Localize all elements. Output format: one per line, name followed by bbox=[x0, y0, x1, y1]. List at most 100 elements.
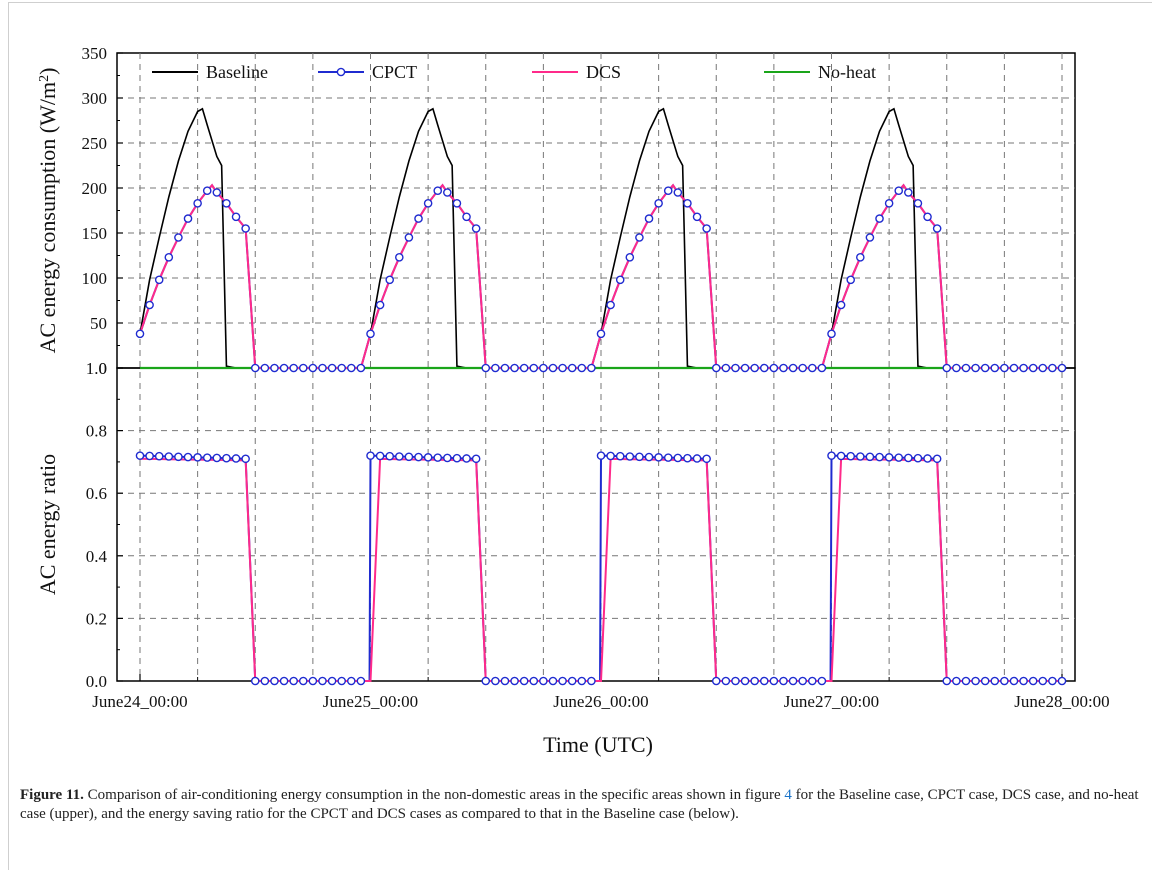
cpct-ratio-point bbox=[692, 454, 702, 463]
cpct-point bbox=[894, 186, 904, 195]
cpct-ratio-point bbox=[913, 453, 923, 463]
cpct-point bbox=[1000, 363, 1009, 373]
cpct-ratio-point bbox=[481, 676, 491, 686]
cpct-ratio-point bbox=[395, 452, 404, 461]
cpct-point bbox=[596, 329, 606, 339]
cpct-ratio-point bbox=[817, 676, 827, 686]
cpct-point bbox=[952, 363, 961, 373]
cpct-ratio-point bbox=[577, 676, 587, 686]
cpct-ratio-point bbox=[270, 676, 279, 686]
cpct-point bbox=[212, 188, 222, 197]
cpct-ratio-point bbox=[539, 676, 548, 686]
cpct-ratio-point bbox=[500, 676, 510, 686]
cpct-ratio-point bbox=[904, 453, 913, 463]
cpct-ratio-point bbox=[135, 451, 145, 460]
cpct-point bbox=[260, 363, 270, 373]
cpct-point bbox=[587, 363, 596, 373]
cpct-point bbox=[327, 363, 337, 373]
cpct-ratio-point bbox=[1038, 676, 1048, 686]
cpct-point bbox=[865, 233, 875, 242]
cpct-ratio-point bbox=[750, 676, 759, 686]
cpct-ratio-point bbox=[433, 453, 443, 462]
chart-canvas: 0 50 100 150 200 250 300 350 0.0 0.2 0.4 0.6 0.8 1.0 J… bbox=[35, 44, 1110, 757]
cpct-point bbox=[423, 198, 433, 208]
cpct-point bbox=[510, 363, 519, 373]
cpct-ratio-point bbox=[731, 676, 740, 686]
cpct-point bbox=[721, 363, 731, 373]
cpct-point bbox=[807, 363, 817, 373]
cpct-ratio-point bbox=[260, 676, 270, 686]
cpct-ratio-point bbox=[702, 454, 711, 464]
cpct-point bbox=[346, 363, 356, 373]
cpct-point bbox=[913, 198, 923, 208]
cpct-point bbox=[971, 363, 980, 373]
y-tick-label: 0 bbox=[99, 359, 108, 378]
cpct-point bbox=[375, 300, 385, 310]
cpct-ratio-point bbox=[971, 676, 980, 686]
cpct-point bbox=[798, 363, 807, 373]
cpct-point bbox=[279, 363, 289, 373]
x-tick-label: June24_00:00 bbox=[92, 692, 187, 711]
cpct-point bbox=[308, 363, 318, 373]
cpct-ratio-point bbox=[452, 453, 462, 463]
cpct-point bbox=[923, 212, 932, 222]
cpct-ratio-point bbox=[625, 452, 635, 461]
cpct-ratio-point bbox=[519, 676, 529, 686]
cpct-point bbox=[1009, 363, 1019, 373]
cpct-ratio-point bbox=[606, 451, 615, 461]
cpct-point bbox=[990, 363, 1000, 373]
cpct-point bbox=[577, 363, 587, 373]
caption-figure-ref[interactable]: 4 bbox=[784, 787, 792, 803]
cpct-point bbox=[1048, 363, 1057, 373]
cpct-ratio-point bbox=[183, 452, 193, 462]
cpct-point bbox=[193, 198, 202, 208]
cpct-point bbox=[884, 198, 894, 208]
cpct-point bbox=[491, 363, 500, 373]
cpct-point bbox=[836, 300, 846, 310]
cpct-point bbox=[856, 252, 865, 262]
cpct-point bbox=[529, 363, 539, 373]
lower-y-axis-title: AC energy ratio bbox=[35, 454, 60, 595]
figure-frame bbox=[8, 2, 1152, 870]
cpct-point bbox=[298, 363, 308, 373]
cpct-ratio-point bbox=[1028, 676, 1038, 686]
cpct-point bbox=[404, 233, 414, 242]
y-tick-label: 0.4 bbox=[86, 547, 108, 566]
y-tick-label: 250 bbox=[82, 134, 108, 153]
cpct-ratio-point bbox=[250, 676, 260, 686]
caption-text-2: for the Baseline case, CPCT case, DCS ca… bbox=[20, 787, 1139, 822]
cpct-point bbox=[817, 363, 827, 373]
x-tick-label: June27_00:00 bbox=[784, 692, 879, 711]
cpct-ratio-point bbox=[231, 454, 241, 463]
cpct-ratio-point bbox=[337, 676, 346, 686]
cpct-ratio-point bbox=[241, 454, 250, 464]
y-tick-label: 0.8 bbox=[86, 422, 107, 441]
upper-y-axis-title: AC energy consumption (W/m2) bbox=[35, 68, 60, 354]
cpct-point bbox=[337, 363, 346, 373]
cpct-ratio-point bbox=[932, 454, 942, 464]
cpct-ratio-point bbox=[663, 453, 673, 462]
cpct-point bbox=[183, 214, 193, 223]
cpct-ratio-point bbox=[1057, 676, 1067, 686]
cpct-point bbox=[711, 363, 721, 373]
x-tick-label: June26_00:00 bbox=[553, 692, 648, 711]
cpct-ratio-point bbox=[289, 676, 298, 686]
cpct-ratio-point bbox=[875, 452, 884, 462]
cpct-ratio-point bbox=[807, 676, 817, 686]
cpct-ratio-point bbox=[298, 676, 308, 686]
y-tick-label: 100 bbox=[82, 269, 108, 288]
cpct-point bbox=[356, 363, 366, 373]
legend-label: No-heat bbox=[818, 62, 876, 82]
cpct-point bbox=[788, 363, 798, 373]
cpct-point bbox=[615, 275, 625, 285]
cpct-ratio-point bbox=[567, 676, 577, 686]
cpct-point bbox=[932, 224, 942, 233]
cpct-ratio-point bbox=[740, 676, 750, 686]
y-tick-label: 300 bbox=[82, 89, 108, 108]
cpct-point bbox=[567, 363, 577, 373]
cpct-point bbox=[231, 212, 241, 222]
x-axis-title: Time (UTC) bbox=[543, 732, 653, 757]
caption-text-1: Comparison of air-conditioning energy co… bbox=[83, 787, 785, 803]
cpct-ratio-point bbox=[894, 453, 904, 462]
cpct-ratio-point bbox=[980, 676, 990, 686]
